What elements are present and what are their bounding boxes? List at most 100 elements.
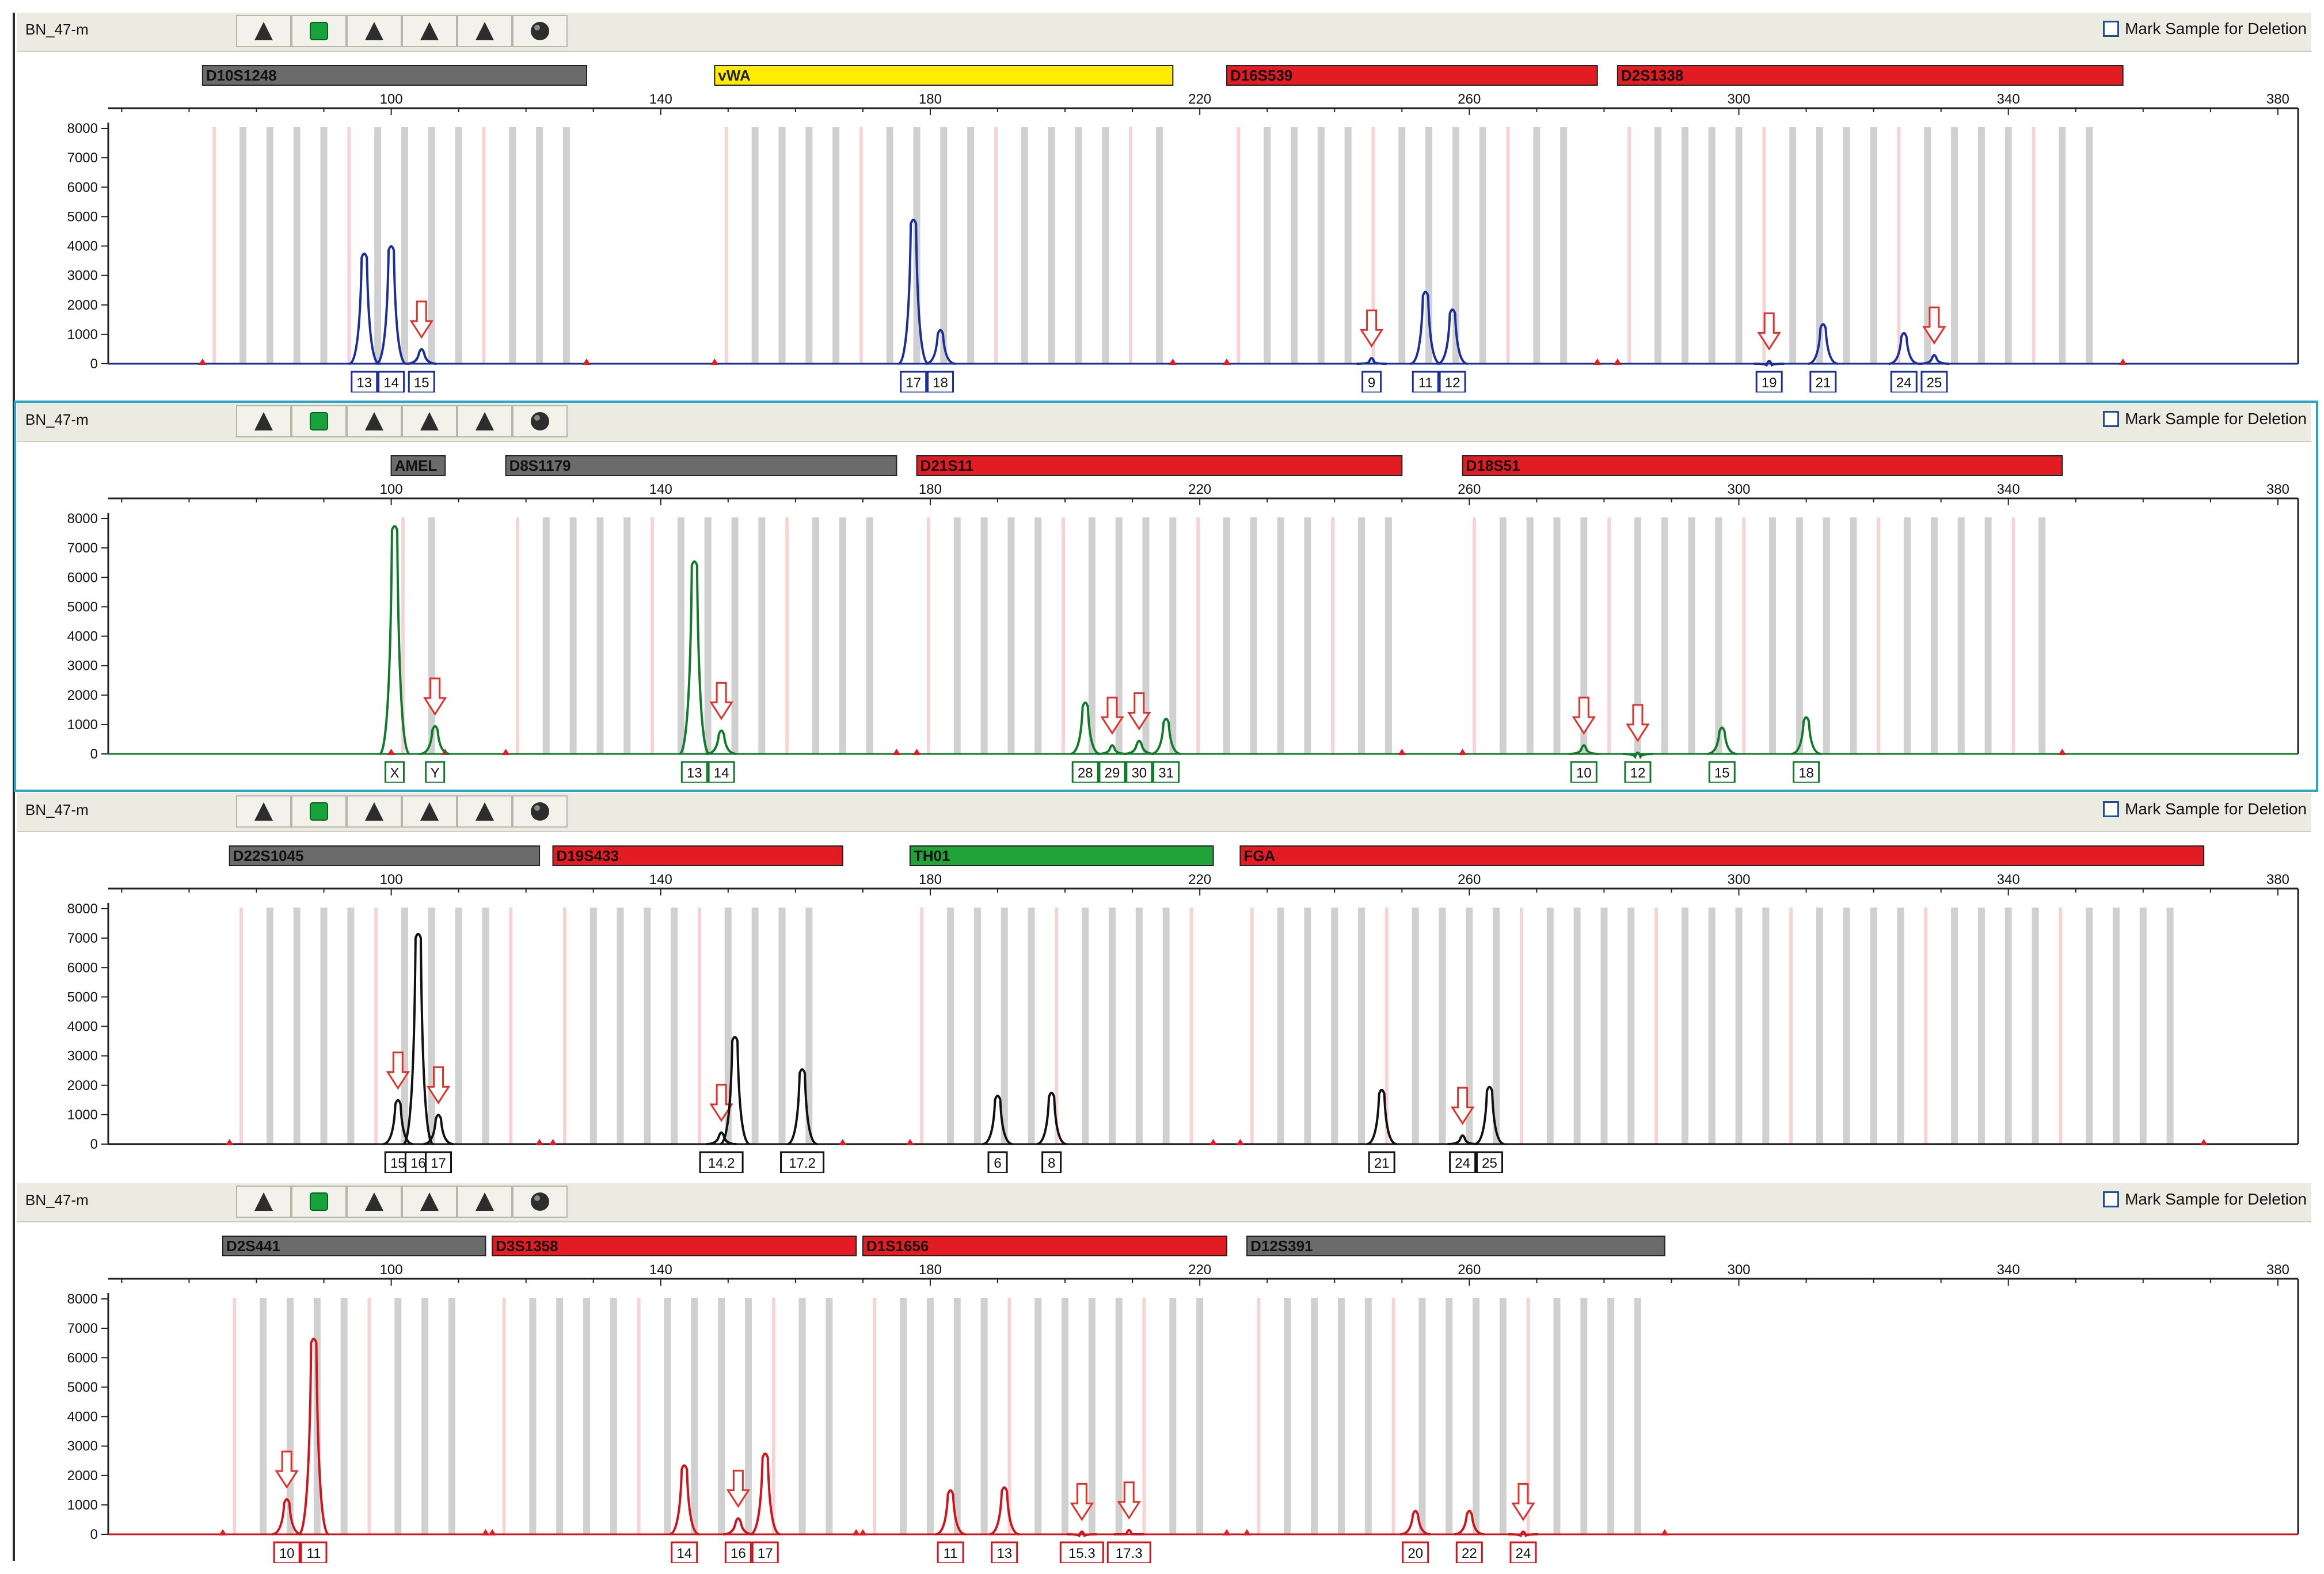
- x-tick-label: 100: [380, 872, 403, 887]
- allele-bin: [1169, 1298, 1177, 1534]
- allele-bin: [1951, 127, 1958, 364]
- allele-bin: [347, 908, 355, 1144]
- mark-for-deletion-checkbox[interactable]: [2103, 801, 2120, 817]
- boundary-marker: [1209, 1139, 1218, 1145]
- x-tick-label: 380: [2266, 872, 2289, 887]
- boundary-marker: [906, 1139, 914, 1145]
- allele-bin: [873, 1298, 877, 1534]
- allele-bin: [1331, 908, 1338, 1144]
- allele-bin: [2166, 908, 2174, 1144]
- toolbar-button-5[interactable]: [457, 1186, 512, 1218]
- y-tick-label: 7000: [67, 150, 98, 166]
- mark-for-deletion-checkbox[interactable]: [2103, 21, 2120, 37]
- allele-bin: [1789, 908, 1793, 1144]
- allele-label-box: [927, 371, 954, 392]
- allele-bin: [394, 1298, 402, 1534]
- toolbar-button-2[interactable]: [291, 1186, 347, 1218]
- toolbar-button-2[interactable]: [291, 405, 347, 437]
- peak-2: 14: [375, 245, 407, 392]
- peak-3: 17: [423, 1066, 454, 1173]
- x-tick-label: 340: [1997, 92, 2020, 107]
- toolbar-button-5[interactable]: [457, 405, 512, 437]
- disc-shape: [531, 22, 549, 40]
- allele-label-box: [1368, 1151, 1395, 1173]
- boundary-marker: [488, 1529, 497, 1535]
- toolbar-button-5[interactable]: [457, 795, 512, 828]
- allele-bin: [805, 908, 813, 1144]
- peak-trace: [787, 1068, 818, 1145]
- allele-label: 30: [1131, 765, 1147, 781]
- peak-icon: [365, 22, 383, 40]
- marker-name: D16S539: [1230, 67, 1292, 84]
- allele-bin: [1742, 517, 1746, 754]
- toolbar-button-3[interactable]: [347, 795, 402, 828]
- allele-bin: [1850, 517, 1857, 754]
- peak-4: 14.2: [699, 1084, 744, 1173]
- peak-shape: [420, 1192, 439, 1211]
- toolbar-button-1[interactable]: [236, 1186, 291, 1218]
- toolbar-button-4[interactable]: [402, 405, 457, 437]
- toolbar-button-3[interactable]: [347, 1186, 402, 1218]
- toolbar-button-4[interactable]: [402, 1186, 457, 1218]
- allele-bin: [347, 127, 351, 364]
- toolbar-button-6[interactable]: [512, 15, 568, 47]
- marker-AMEL: AMEL: [390, 455, 446, 476]
- toolbar-button-6[interactable]: [512, 1186, 568, 1218]
- mark-for-deletion-checkbox[interactable]: [2103, 1191, 2120, 1207]
- allele-bin: [1344, 127, 1352, 364]
- allele-bin: [1250, 908, 1254, 1144]
- allele-bin: [1196, 1298, 1204, 1534]
- mark-for-deletion[interactable]: Mark Sample for Deletion: [2103, 800, 2307, 818]
- allele-bin: [947, 908, 954, 1144]
- toolbar-button-5[interactable]: [457, 15, 512, 47]
- toolbar-button-1[interactable]: [236, 405, 291, 437]
- allele-label-box: [1509, 1541, 1537, 1563]
- toolbar-button-1[interactable]: [236, 15, 291, 47]
- x-axis: 100 140 180 220 260 300 340 380: [108, 872, 2298, 895]
- toolbar-button-6[interactable]: [512, 795, 568, 828]
- panel-header: BN_47-m Mark Sample for Deletion: [17, 1183, 2311, 1222]
- boundary-marker: [1613, 359, 1622, 365]
- x-axis: 100 140 180 220 260 300 340 380: [108, 1262, 2298, 1286]
- mark-for-deletion-checkbox[interactable]: [2103, 411, 2120, 427]
- peak-8: 15.3: [1059, 1482, 1104, 1563]
- toolbar-button-6[interactable]: [512, 405, 568, 437]
- boundary-marker: [710, 359, 719, 365]
- toolbar-button-3[interactable]: [347, 405, 402, 437]
- toolbar-button-4[interactable]: [402, 795, 457, 828]
- allele-bin: [509, 127, 516, 364]
- allele-label-box: [1106, 1541, 1151, 1563]
- allele-label-box: [1361, 371, 1382, 392]
- toolbar-button-2[interactable]: [291, 15, 347, 47]
- color-square-icon: [310, 412, 328, 430]
- peak-icon: [476, 22, 494, 40]
- peak-shape: [476, 412, 494, 430]
- allele-bin: [1304, 517, 1311, 754]
- marker-D8S1179: D8S1179: [505, 455, 897, 476]
- peak-shape: [254, 22, 273, 40]
- allele-bin: [1769, 517, 1777, 754]
- peak-4: 16: [723, 1469, 754, 1563]
- allele-label-box: [300, 1541, 328, 1563]
- allele-bin: [812, 517, 819, 754]
- allele-label: 11: [944, 1546, 958, 1561]
- mark-for-deletion[interactable]: Mark Sample for Deletion: [2103, 410, 2307, 428]
- toolbar-button-4[interactable]: [402, 15, 457, 47]
- allele-bin: [1007, 517, 1015, 754]
- toolbar-button-2[interactable]: [291, 795, 347, 828]
- allele-label: 8: [1048, 1156, 1055, 1171]
- allele-bin: [1062, 1298, 1069, 1534]
- allele-label-box: [699, 1151, 744, 1173]
- toolbar-button-3[interactable]: [347, 15, 402, 47]
- marker-bar: [552, 845, 843, 866]
- mark-for-deletion[interactable]: Mark Sample for Deletion: [2103, 1190, 2307, 1209]
- marker-bar: [505, 455, 897, 476]
- toolbar-button-1[interactable]: [236, 795, 291, 828]
- allele-bin: [1446, 1298, 1453, 1534]
- x-tick-label: 380: [2266, 92, 2289, 107]
- y-tick-label: 4000: [67, 1409, 98, 1425]
- marker-bar: [1226, 65, 1598, 86]
- mark-for-deletion[interactable]: Mark Sample for Deletion: [2103, 20, 2307, 38]
